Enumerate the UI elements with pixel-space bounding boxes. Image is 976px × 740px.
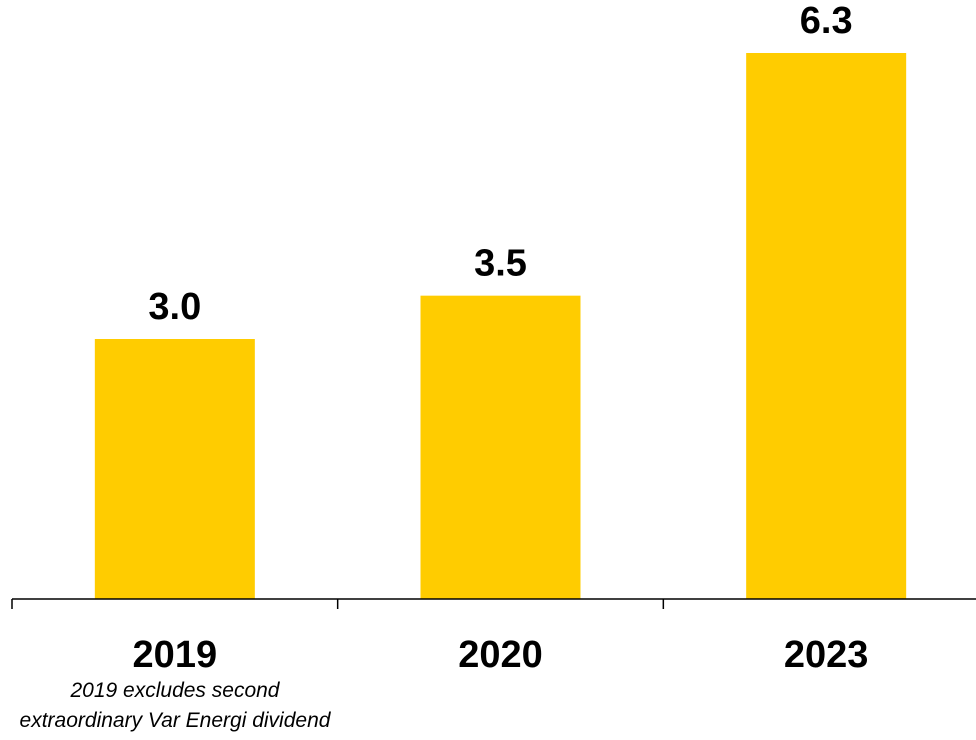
footnote-line-2: extraordinary Var Energi dividend xyxy=(19,709,331,732)
x-tick-label-2023: 2023 xyxy=(784,634,869,676)
x-tick-label-2019: 2019 xyxy=(133,634,218,676)
bar-2020 xyxy=(420,295,581,599)
bar-2023 xyxy=(746,53,907,599)
value-label-2019: 3.0 xyxy=(148,286,201,328)
bar-2019 xyxy=(94,339,255,599)
footnote-annotation: 2019 excludes second extraordinary Var E… xyxy=(0,676,350,736)
value-label-2023: 6.3 xyxy=(800,0,853,42)
x-tick-label-2020: 2020 xyxy=(458,634,543,676)
footnote-line-1: 2019 excludes second xyxy=(70,679,280,702)
value-label-2020: 3.5 xyxy=(474,243,527,285)
